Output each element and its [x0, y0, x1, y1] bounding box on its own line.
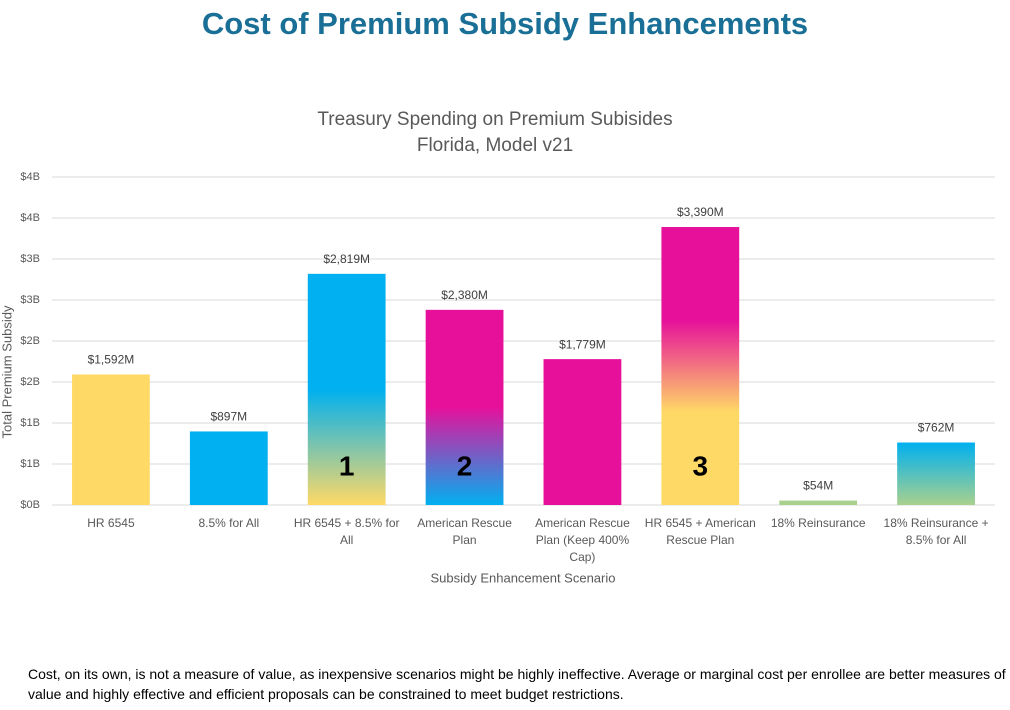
bar — [307, 273, 386, 505]
value-label: $1,779M — [559, 337, 606, 351]
x-tick-label: American Rescue Plan — [417, 516, 512, 547]
bar — [779, 500, 858, 505]
x-tick-label: American Rescue Plan (Keep 400% Cap) — [535, 516, 630, 564]
bar-annotation: 2 — [457, 450, 473, 481]
chart: Treasury Spending on Premium Subisides F… — [0, 109, 995, 585]
chart-title: Treasury Spending on Premium Subisides — [317, 109, 672, 130]
value-label: $1,592M — [88, 353, 135, 367]
page-title: Cost of Premium Subsidy Enhancements — [201, 6, 809, 41]
y-tick-label: $4B — [20, 171, 40, 183]
value-label: $762M — [918, 421, 955, 435]
x-axis-label: Subsidy Enhancement Scenario — [430, 570, 615, 585]
bar-annotation: 3 — [693, 450, 709, 481]
y-tick-label: $3B — [20, 253, 40, 265]
y-tick-label: $2B — [20, 335, 40, 347]
y-tick-label: $4B — [20, 212, 40, 224]
x-tick-label: 18% Reinsurance — [770, 516, 866, 530]
x-tick-label: HR 6545 + 8.5% for All — [293, 516, 400, 547]
bar — [425, 309, 504, 505]
y-tick-label: $3B — [20, 294, 40, 306]
value-label: $2,380M — [441, 288, 488, 302]
x-tick-label: HR 6545 + American Rescue Plan — [644, 516, 756, 547]
y-axis-label: Total Premium Subsidy — [0, 305, 14, 438]
y-tick-label: $0B — [20, 499, 40, 511]
x-tick-label: 8.5% for All — [198, 516, 260, 530]
y-tick-label: $1B — [20, 458, 40, 470]
x-tick-label: HR 6545 — [87, 516, 135, 530]
bar — [543, 359, 622, 505]
y-tick-label: $2B — [20, 376, 40, 388]
footnote: Cost, on its own, is not a measure of va… — [28, 666, 1006, 702]
bar — [189, 431, 268, 505]
value-label: $897M — [210, 410, 247, 424]
bar — [72, 374, 150, 505]
y-tick-label: $1B — [20, 417, 40, 429]
bar — [897, 442, 975, 505]
value-label: $54M — [803, 479, 833, 493]
bar-annotation: 1 — [339, 450, 355, 481]
value-label: $2,819M — [323, 252, 370, 266]
value-label: $3,390M — [677, 205, 724, 219]
bar — [661, 227, 740, 505]
x-tick-label: 18% Reinsurance + 8.5% for All — [883, 516, 989, 547]
chart-subtitle: Florida, Model v21 — [417, 135, 573, 156]
